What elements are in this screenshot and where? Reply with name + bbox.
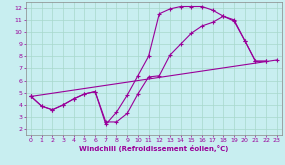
X-axis label: Windchill (Refroidissement éolien,°C): Windchill (Refroidissement éolien,°C): [79, 145, 229, 152]
